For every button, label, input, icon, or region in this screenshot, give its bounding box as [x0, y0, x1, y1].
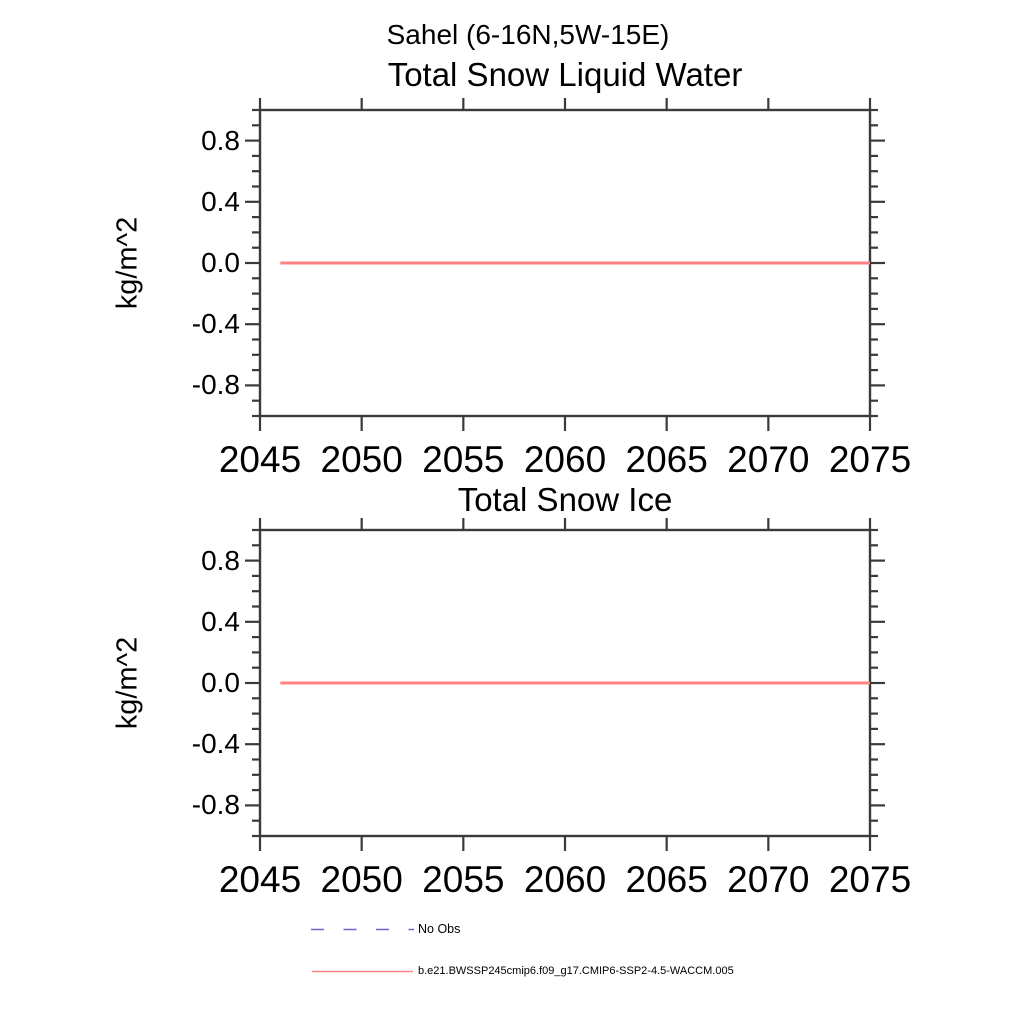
- legend-item-no-obs: No Obs: [311, 921, 460, 937]
- y-tick-label: 0.0: [201, 247, 240, 278]
- chart1-title: Total Snow Liquid Water: [387, 56, 743, 93]
- x-tick-label: 2050: [320, 439, 403, 480]
- x-tick-label: 2055: [422, 439, 505, 480]
- y-tick-label: -0.8: [191, 789, 240, 821]
- x-tick-label: 2075: [828, 859, 912, 900]
- region-title: Sahel (6-16N,5W-15E): [386, 19, 670, 50]
- x-tick-label: 2070: [727, 859, 810, 900]
- y-tick-label: 0.8: [201, 544, 240, 576]
- x-tick-label: 2045: [218, 859, 302, 900]
- x-tick-label: 2055: [422, 859, 505, 900]
- x-tick-label: 2075: [828, 439, 912, 480]
- y-tick-label: -0.8: [191, 369, 240, 401]
- y-tick-label: -0.4: [191, 728, 240, 760]
- x-tick-label: 2060: [523, 439, 607, 480]
- x-tick-label: 2060: [523, 859, 607, 900]
- y-tick-label: -0.4: [191, 308, 240, 340]
- x-tick-label: 2070: [727, 439, 810, 480]
- no-obs-line-swatch: [311, 928, 414, 930]
- legend-label-no-obs: No Obs: [418, 922, 461, 936]
- y-tick-label: 0.4: [201, 605, 240, 637]
- legend-item-model-run: b.e21.BWSSP245cmip6.f09_g17.CMIP6-SSP2-4…: [312, 963, 734, 979]
- x-tick-label: 2045: [218, 439, 302, 480]
- y-tick-label: 0.8: [201, 124, 240, 156]
- chart1-y-axis-label: kg/m^2: [111, 216, 144, 310]
- legend-label-model-run: b.e21.BWSSP245cmip6.f09_g17.CMIP6-SSP2-4…: [418, 965, 734, 977]
- y-tick-label: 0.4: [201, 185, 240, 217]
- chart2-title: Total Snow Ice: [457, 481, 673, 518]
- x-tick-label: 2050: [320, 859, 403, 900]
- x-tick-label: 2065: [625, 859, 708, 900]
- chart2-y-axis-label: kg/m^2: [111, 636, 144, 730]
- y-tick-label: 0.0: [201, 667, 240, 698]
- model-run-line-swatch: [312, 970, 413, 972]
- x-tick-label: 2065: [625, 439, 708, 480]
